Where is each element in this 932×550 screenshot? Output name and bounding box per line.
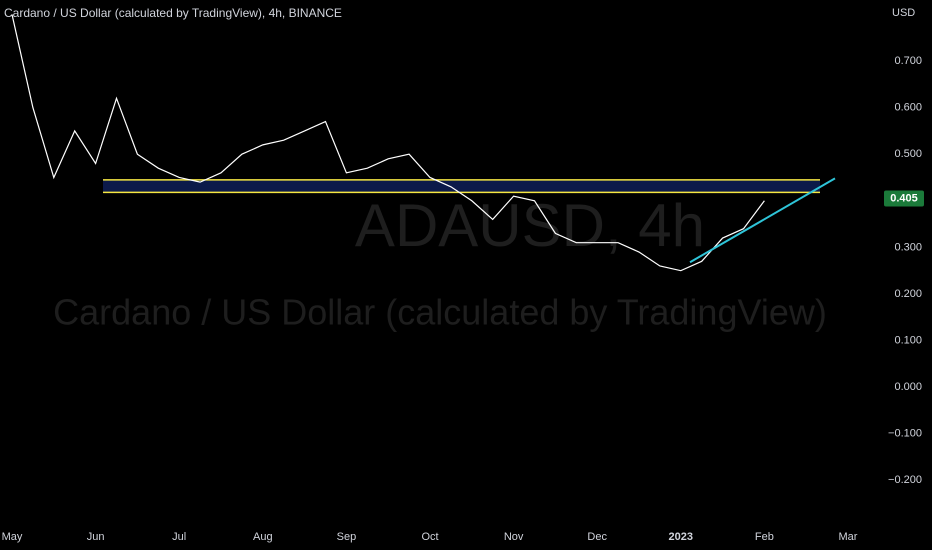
x-tick-label: Mar bbox=[839, 531, 858, 543]
watermark-subtitle: Cardano / US Dollar (calculated by Tradi… bbox=[53, 292, 827, 333]
chart-title: Cardano / US Dollar (calculated by Tradi… bbox=[4, 6, 342, 20]
price-line bbox=[11, 14, 765, 272]
y-tick-label: 0.000 bbox=[894, 381, 922, 393]
y-tick-label: 0.200 bbox=[894, 288, 922, 300]
y-tick-label: −0.200 bbox=[888, 474, 922, 486]
y-tick-label: 0.300 bbox=[894, 241, 922, 253]
x-tick-label: Aug bbox=[253, 531, 273, 543]
zone bbox=[103, 179, 820, 193]
watermark: ADAUSD, 4h bbox=[355, 192, 705, 259]
x-tick-label: Feb bbox=[755, 531, 774, 543]
y-tick-label: 0.700 bbox=[894, 55, 922, 67]
price-tag-label: 0.405 bbox=[890, 192, 918, 204]
price-tag bbox=[884, 190, 924, 207]
x-tick-label: Jun bbox=[87, 531, 105, 543]
y-tick-label: 0.500 bbox=[894, 148, 922, 160]
y-tick-label: 0.600 bbox=[894, 102, 922, 114]
x-tick-label: 2023 bbox=[669, 531, 693, 543]
x-tick-label: Oct bbox=[421, 531, 438, 543]
x-tick-label: Nov bbox=[504, 531, 524, 543]
trendline bbox=[689, 177, 836, 264]
y-tick-label: 0.100 bbox=[894, 334, 922, 346]
x-tick-label: Sep bbox=[337, 531, 357, 543]
x-tick-label: Dec bbox=[587, 531, 607, 543]
y-tick-label: −0.100 bbox=[888, 428, 922, 440]
x-tick-label: May bbox=[2, 531, 23, 543]
x-tick-label: Jul bbox=[172, 531, 186, 543]
currency-label: USD bbox=[892, 7, 915, 19]
